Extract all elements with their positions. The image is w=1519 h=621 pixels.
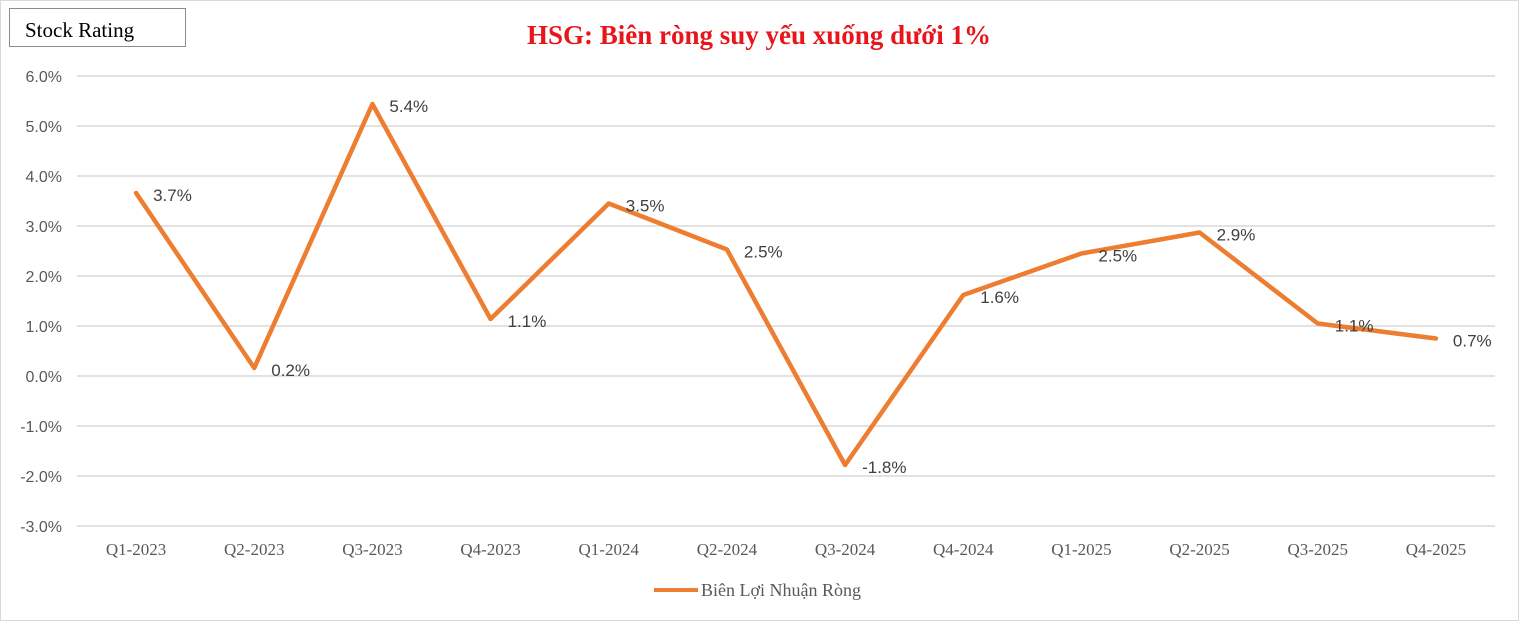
data-point: [252, 366, 257, 370]
data-point: [1315, 321, 1320, 326]
y-tick-label: 1.0%: [26, 319, 62, 336]
chart-title: HSG: Biên ròng suy yếu xuống dưới 1%: [527, 20, 991, 50]
data-label: 2.5%: [1098, 247, 1137, 266]
data-label: 3.5%: [626, 197, 665, 216]
data-label: 5.4%: [389, 97, 428, 116]
y-tick-label: 0.0%: [26, 369, 62, 386]
data-label: 3.7%: [153, 186, 192, 205]
series-group: [133, 101, 1439, 468]
data-point: [370, 102, 375, 106]
x-axis-ticks: Q1-2023 Q2-2023 Q3-2023 Q4-2023 Q1-2024 Q2-20…: [106, 540, 1466, 559]
data-point: [488, 317, 493, 321]
legend-label: Biên Lợi Nhuận Ròng: [701, 580, 861, 600]
data-label: 1.1%: [1335, 317, 1374, 336]
y-tick-label: 6.0%: [26, 69, 62, 86]
data-label: 1.6%: [980, 288, 1019, 307]
data-point: [1079, 251, 1084, 256]
data-point: [961, 293, 966, 297]
stock-rating-badge: Stock Rating: [9, 8, 186, 47]
y-tick-label: 2.0%: [26, 269, 62, 286]
x-tick-label: Q4-2025: [1406, 540, 1466, 559]
y-tick-label: 3.0%: [26, 219, 62, 236]
data-point: [134, 191, 139, 195]
x-tick-label: Q4-2024: [933, 540, 994, 559]
y-tick-label: -2.0%: [20, 469, 62, 486]
x-tick-label: Q3-2025: [1288, 540, 1348, 559]
x-tick-label: Q3-2024: [815, 540, 876, 559]
gridlines: [77, 75, 1495, 527]
data-label: 1.1%: [508, 312, 547, 331]
y-axis-ticks: 6.0% 5.0% 4.0% 3.0% 2.0% 1.0% 0.0% -1.0% -2.0% -3…: [20, 69, 62, 536]
data-point: [606, 201, 611, 206]
data-labels: 3.7% 0.2% 5.4% 1.1% 3.5% 2.5% -1.8% 1.6% 2.5% 2.9…: [153, 97, 1492, 477]
x-tick-label: Q4-2023: [460, 540, 520, 559]
x-tick-label: Q1-2025: [1051, 540, 1111, 559]
series-line: [133, 101, 1439, 468]
y-tick-label: -3.0%: [20, 519, 62, 536]
x-tick-label: Q2-2023: [224, 540, 284, 559]
data-label: 2.9%: [1217, 226, 1256, 245]
y-tick-label: 4.0%: [26, 169, 62, 186]
data-point: [724, 247, 729, 252]
y-tick-label: 5.0%: [26, 119, 62, 136]
x-tick-label: Q3-2023: [342, 540, 402, 559]
legend: Biên Lợi Nhuận Ròng: [654, 580, 861, 600]
data-label: 0.2%: [271, 361, 310, 380]
data-label: 0.7%: [1453, 332, 1492, 351]
data-label: 2.5%: [744, 243, 783, 262]
data-point: [843, 463, 848, 467]
x-tick-label: Q1-2023: [106, 540, 166, 559]
y-tick-label: -1.0%: [20, 419, 62, 436]
x-tick-label: Q1-2024: [579, 540, 640, 559]
data-label: -1.8%: [862, 458, 906, 477]
data-point: [1433, 336, 1438, 341]
data-point: [1197, 230, 1202, 235]
x-tick-label: Q2-2025: [1169, 540, 1229, 559]
x-tick-label: Q2-2024: [697, 540, 758, 559]
